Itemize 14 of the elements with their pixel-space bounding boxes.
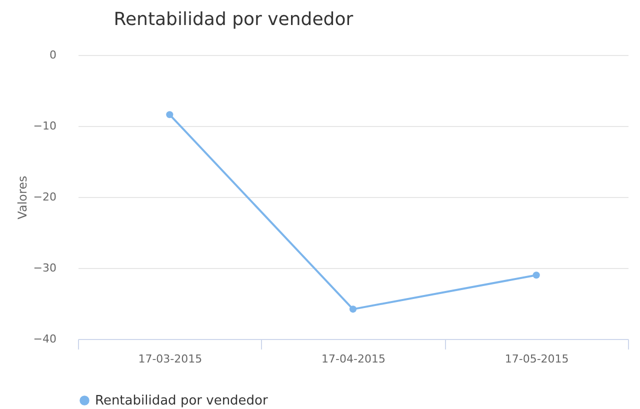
legend-label: Rentabilidad por vendedor <box>95 394 269 408</box>
y-tick-label: −20 <box>33 190 56 204</box>
point <box>349 306 357 313</box>
chart-title: Rentabilidad por vendedor <box>114 9 354 30</box>
y-tick-label: −30 <box>33 262 56 274</box>
y-tick-label: −10 <box>33 120 56 132</box>
point <box>166 111 174 118</box>
y-tick-label: 0 <box>50 48 56 62</box>
point <box>532 272 540 279</box>
y-axis-title: Valores <box>15 176 30 220</box>
x-tick-label: 17-04-2015 <box>322 352 386 366</box>
x-tick-label: 17-05-2015 <box>504 352 569 366</box>
y-tick-label: −40 <box>33 332 56 346</box>
x-tick-label: 17-03-2015 <box>138 352 202 366</box>
